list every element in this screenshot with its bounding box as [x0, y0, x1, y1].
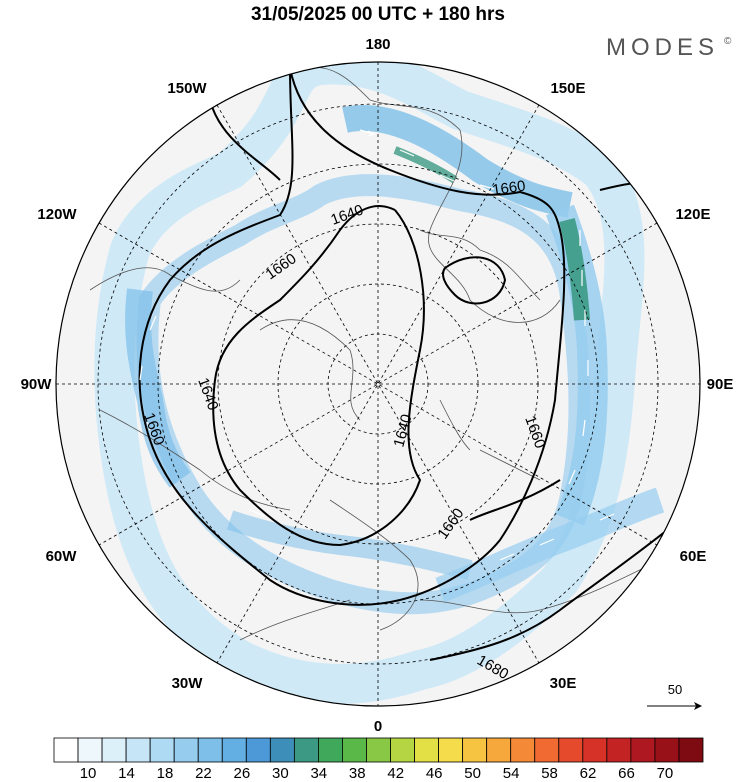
colorbar-box — [486, 737, 512, 763]
modes-logo: MODES — [606, 34, 719, 61]
colorbar-box — [582, 737, 608, 763]
colorbar-box — [197, 737, 223, 763]
colorbar-box — [245, 737, 271, 763]
colorbar-box — [269, 737, 295, 763]
colorbar-label: 70 — [657, 765, 674, 782]
colorbar-box — [125, 737, 151, 763]
graticule — [56, 62, 700, 706]
colorbar-box — [53, 737, 79, 763]
map-border — [55, 61, 701, 707]
lon-label-180: 180 — [365, 36, 390, 53]
colorbar-label: 34 — [310, 765, 327, 782]
map-disk — [56, 62, 700, 706]
reference-vector-label: 50 — [668, 682, 682, 697]
colorbar: 10 14 18 22 26 30 34 38 42 46 50 54 58 62 66 70 — [53, 737, 704, 782]
colorbar-label: 18 — [157, 765, 174, 782]
colorbar-box — [390, 737, 415, 763]
colorbar-label: 62 — [580, 765, 597, 782]
colorbar-label: 42 — [387, 765, 404, 782]
colorbar-label: 30 — [272, 765, 289, 782]
colorbar-box — [534, 737, 560, 763]
colorbar-box — [221, 737, 247, 763]
lon-label-0: 0 — [374, 718, 382, 735]
lon-label-90e: 90E — [707, 376, 734, 393]
contour-label: 1660 — [491, 177, 526, 198]
colorbar-box — [149, 737, 175, 763]
colorbar-box — [678, 737, 704, 763]
colorbar-label: 54 — [503, 765, 520, 782]
colorbar-labels: 10 14 18 22 26 30 34 38 42 46 50 54 58 62 66 70 — [80, 765, 674, 782]
colorbar-box — [558, 737, 584, 763]
lon-label-60w: 60W — [46, 548, 78, 565]
colorbar-box — [654, 737, 680, 763]
colorbar-box — [366, 737, 391, 763]
colorbar-label: 58 — [541, 765, 558, 782]
colorbar-box — [77, 737, 103, 763]
colorbar-label: 10 — [80, 765, 97, 782]
colorbar-box — [630, 737, 656, 763]
colorbar-box — [414, 737, 439, 763]
colorbar-box — [342, 737, 367, 763]
reference-vector: 50 — [647, 682, 702, 710]
colorbar-box — [293, 737, 319, 763]
colorbar-label: 50 — [464, 765, 481, 782]
colorbar-box — [606, 737, 632, 763]
lon-label-120e: 120E — [675, 206, 710, 223]
colorbar-box — [318, 737, 343, 763]
coastlines — [89, 66, 661, 641]
colorbar-label: 22 — [195, 765, 212, 782]
colorbar-box — [438, 737, 464, 763]
lon-label-30w: 30W — [172, 675, 204, 692]
colorbar-label: 38 — [349, 765, 366, 782]
modes-logo-mark: © — [724, 36, 732, 47]
lon-label-90w: 90W — [21, 376, 53, 393]
lon-label-30e: 30E — [550, 675, 577, 692]
lon-label-120w: 120W — [37, 206, 77, 223]
colorbar-label: 66 — [618, 765, 635, 782]
colorbar-box — [173, 737, 199, 763]
map-title: 31/05/2025 00 UTC + 180 hrs — [251, 4, 505, 25]
colorbar-label: 26 — [234, 765, 251, 782]
colorbar-box — [462, 737, 488, 763]
wind-vectors — [139, 129, 615, 561]
colorbar-boxes — [53, 737, 704, 763]
longitude-labels: 180 0 90W 90E 150W 120W 60W 30W 150E 120… — [21, 36, 734, 735]
colorbar-box — [101, 737, 127, 763]
colorbar-box — [510, 737, 536, 763]
lon-label-150w: 150W — [167, 80, 207, 97]
colorbar-label: 46 — [426, 765, 443, 782]
lon-label-60e: 60E — [680, 548, 707, 565]
lon-label-150e: 150E — [550, 80, 585, 97]
colorbar-label: 14 — [118, 765, 135, 782]
